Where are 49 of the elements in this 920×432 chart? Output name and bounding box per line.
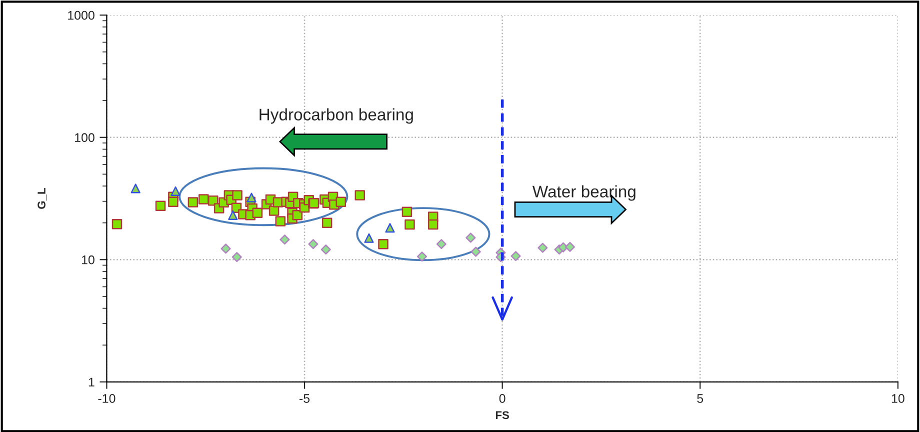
x-tick-label: -10 [98, 394, 116, 403]
y-tick-label: 100 [75, 133, 94, 142]
point [466, 232, 476, 243]
point [208, 195, 218, 206]
point [130, 184, 140, 194]
point [436, 239, 446, 250]
point [168, 196, 178, 207]
y-tick-label: 10 [82, 255, 94, 264]
point [322, 218, 332, 228]
x-tick-label: 10 [892, 394, 904, 403]
point [275, 216, 286, 226]
point [308, 239, 318, 250]
point [155, 200, 166, 212]
point [470, 246, 481, 257]
y-axis-title: G_L [38, 188, 47, 209]
point [364, 233, 374, 243]
point [428, 219, 438, 230]
annotation: Water bearing [532, 185, 636, 201]
point [232, 190, 242, 200]
point [170, 186, 180, 196]
y-tick-label: 1000 [68, 10, 94, 20]
y-tick-label: 1 [88, 378, 94, 386]
point [404, 219, 415, 230]
point [280, 234, 290, 245]
point [510, 251, 521, 262]
point [292, 210, 303, 220]
point [354, 190, 366, 200]
point [188, 197, 198, 208]
x-tick-label: 5 [697, 394, 704, 403]
point [112, 219, 122, 230]
annotation: Hydrocarbon bearing [260, 108, 413, 124]
point [416, 252, 428, 262]
x-tick-label: 0 [499, 394, 506, 403]
point [336, 196, 346, 207]
point [252, 208, 263, 218]
point [378, 238, 388, 250]
point [538, 242, 548, 253]
point [232, 252, 242, 262]
point [402, 206, 412, 217]
point [220, 244, 231, 254]
point [385, 223, 395, 233]
x-axis-title: FS [496, 411, 509, 420]
point [268, 206, 280, 216]
point [320, 244, 331, 255]
point [246, 192, 256, 202]
x-tick-label: -5 [300, 394, 310, 403]
point [564, 242, 575, 252]
point [228, 210, 238, 220]
point [198, 194, 209, 204]
